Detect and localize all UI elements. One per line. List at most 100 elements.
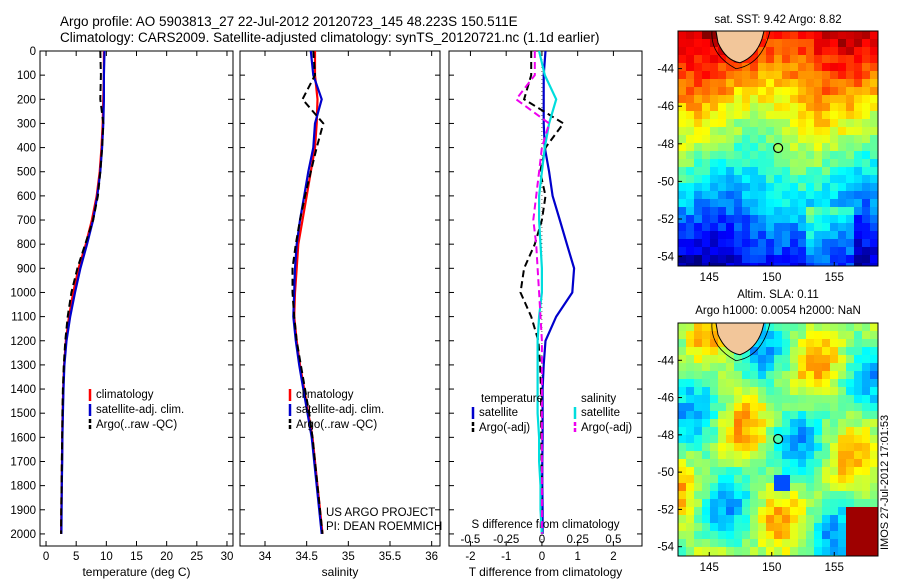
heatmap-cell [798, 347, 806, 355]
heatmap-cell [838, 387, 846, 395]
x-tick-label: 155 [825, 562, 844, 574]
heatmap-cell [814, 207, 822, 215]
heatmap-cell [822, 419, 830, 427]
heatmap-cell [750, 547, 758, 555]
x-axis-label: salinity [322, 565, 359, 579]
heatmap-cell [726, 159, 734, 167]
heatmap-cell [854, 215, 862, 223]
heatmap-cell [822, 127, 830, 135]
heatmap-cell [750, 403, 758, 411]
y-tick-label: 800 [17, 239, 36, 251]
heatmap-cell [846, 347, 854, 355]
heatmap-cell [838, 223, 846, 231]
heatmap-cell [718, 355, 726, 363]
heatmap-cell [678, 451, 686, 459]
heatmap-cell [718, 183, 726, 191]
heatmap-cell [846, 103, 854, 111]
heatmap-cell [822, 215, 830, 223]
heatmap-cell [766, 531, 774, 539]
heatmap-cell [758, 411, 766, 419]
heatmap-cell [766, 459, 774, 467]
heatmap-cell [766, 451, 774, 459]
heatmap-cell [678, 151, 686, 159]
heatmap-cell [702, 31, 710, 39]
heatmap-cell [790, 215, 798, 223]
heatmap-cell [822, 199, 830, 207]
heatmap-cell [774, 395, 782, 403]
heatmap-cell [838, 191, 846, 199]
heatmap-cell [718, 491, 726, 499]
heatmap-cell [742, 435, 750, 443]
heatmap-cell [694, 135, 702, 143]
heatmap-cell [718, 395, 726, 403]
heatmap-cell [726, 395, 734, 403]
heatmap-cell [798, 167, 806, 175]
heatmap-cell [846, 63, 854, 71]
x-axis-label: T difference from climatology [469, 565, 623, 579]
heatmap-cell [822, 323, 830, 331]
heatmap-cell [830, 539, 838, 547]
heatmap-cell [870, 127, 878, 135]
heatmap-cell [710, 63, 718, 71]
heatmap-cell [686, 87, 694, 95]
heatmap-cell [726, 515, 734, 523]
heatmap-cell [782, 47, 790, 55]
heatmap-cell [782, 135, 790, 143]
heatmap-cell [862, 467, 870, 475]
heatmap-cell [718, 95, 726, 103]
heatmap-cell [870, 443, 878, 451]
heatmap-cell [822, 451, 830, 459]
heatmap-cell [806, 443, 814, 451]
heatmap-cell [702, 379, 710, 387]
heatmap-cell [798, 143, 806, 151]
heatmap-cell [806, 339, 814, 347]
heatmap-cell [790, 411, 798, 419]
heatmap-cell [862, 175, 870, 183]
heatmap-cell [806, 135, 814, 143]
heatmap-cell [710, 347, 718, 355]
y-tick-label: -54 [657, 252, 674, 264]
heatmap-cell [710, 435, 718, 443]
x-tick-label: 1 [574, 551, 580, 563]
heatmap-cell [822, 483, 830, 491]
legend-entry: Argo(-adj) [479, 422, 530, 434]
heatmap-cell [790, 547, 798, 555]
heatmap-cell [758, 215, 766, 223]
y-tick-label: -48 [657, 139, 674, 151]
heatmap-cell [702, 547, 710, 555]
heatmap-cell [846, 111, 854, 119]
heatmap-cell [870, 539, 878, 547]
heatmap-cell [822, 55, 830, 63]
heatmap-cell [870, 215, 878, 223]
heatmap-cell [686, 371, 694, 379]
heatmap-cell [822, 255, 830, 263]
heatmap-cell [870, 467, 878, 475]
heatmap-cell [686, 199, 694, 207]
heatmap-cell [678, 523, 686, 531]
heatmap-cell [742, 135, 750, 143]
heatmap-cell [718, 151, 726, 159]
heatmap-cell [710, 263, 718, 266]
heatmap-cell [862, 39, 870, 47]
heatmap-cell [790, 347, 798, 355]
heatmap-cell [830, 135, 838, 143]
heatmap-cell [702, 339, 710, 347]
heatmap-cell [854, 411, 862, 419]
heatmap-cell [742, 119, 750, 127]
y-tick-label: 100 [17, 70, 36, 82]
heatmap-cell [734, 87, 742, 95]
heatmap-cell [742, 515, 750, 523]
heatmap-cell [766, 395, 774, 403]
y-tick-label: 1200 [10, 336, 36, 348]
heatmap-cell [870, 135, 878, 143]
heatmap-cell [862, 515, 870, 523]
heatmap-cell [710, 55, 718, 63]
coastline-shape [715, 30, 765, 64]
x-tick-label: -1 [501, 551, 511, 563]
heatmap-cell [870, 459, 878, 467]
heatmap-cell [862, 151, 870, 159]
heatmap-cell [806, 255, 814, 263]
heatmap-cell [782, 55, 790, 63]
heatmap-cell [726, 475, 734, 483]
heatmap-cell [870, 363, 878, 371]
